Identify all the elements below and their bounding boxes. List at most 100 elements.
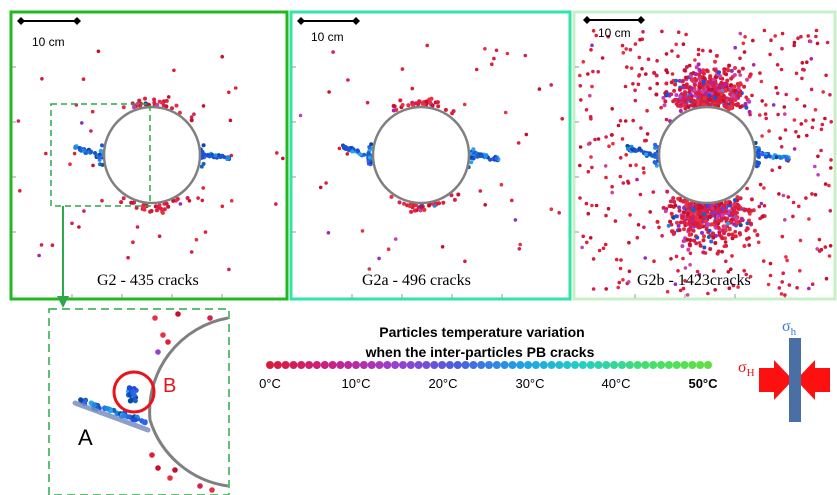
colorbar-swatch (406, 361, 415, 369)
particle (126, 255, 130, 260)
particle (209, 487, 215, 493)
particle (783, 112, 787, 116)
particle (377, 256, 381, 261)
colorbar-swatch (610, 361, 619, 369)
particle (718, 218, 723, 223)
temperature-tick-label: 10°C (341, 376, 370, 391)
particle (653, 145, 658, 150)
particle (717, 233, 722, 237)
particle (104, 405, 110, 412)
particle (696, 62, 701, 67)
particle (638, 37, 642, 42)
particle (805, 133, 809, 138)
particle (175, 311, 181, 317)
particle (400, 103, 405, 107)
particle (192, 112, 196, 116)
label-a: A (78, 425, 93, 450)
particle (488, 157, 493, 162)
particle (744, 272, 748, 277)
particle (578, 145, 583, 149)
particle (407, 204, 412, 209)
particle (720, 207, 725, 211)
particle (189, 118, 194, 123)
particle (767, 129, 771, 133)
particle (745, 221, 750, 226)
sigma-big-label: σH (738, 359, 755, 379)
particle (600, 56, 605, 60)
particle (756, 148, 761, 153)
colorbar-swatch (367, 361, 376, 369)
particle (813, 164, 817, 169)
particle (654, 92, 659, 97)
colorbar-swatch (657, 361, 666, 369)
particle (207, 315, 213, 321)
particle (828, 209, 833, 213)
particle (705, 222, 710, 226)
particle (170, 106, 174, 111)
particle (627, 240, 631, 245)
particle (639, 126, 643, 130)
particle (143, 96, 147, 101)
colorbar-swatch (320, 361, 329, 369)
particle (633, 88, 637, 93)
particle (678, 109, 683, 113)
particle (591, 29, 596, 33)
colorbar-swatch (539, 361, 548, 369)
particle (802, 104, 807, 108)
particle (400, 67, 405, 71)
particle (805, 60, 809, 64)
particle (471, 147, 476, 152)
particle (652, 70, 657, 75)
particle (436, 104, 441, 109)
particle (644, 152, 649, 157)
colorbar-swatch (578, 361, 587, 369)
particle (779, 145, 784, 149)
particle (628, 163, 633, 168)
particle (729, 76, 734, 81)
particle (588, 236, 593, 240)
particle (590, 165, 594, 170)
particle (484, 153, 489, 158)
particle (784, 92, 788, 97)
particle (636, 223, 641, 227)
particle (596, 137, 601, 141)
particle (440, 245, 445, 249)
particle (18, 189, 22, 193)
particle (681, 98, 685, 103)
particle (726, 270, 731, 274)
particle (345, 146, 350, 151)
particle (797, 204, 801, 209)
particle (358, 152, 363, 157)
particle (630, 147, 635, 152)
caption-g2a: G2a - 496 cracks (362, 272, 471, 289)
particle (172, 467, 178, 473)
colorbar-swatch (336, 361, 345, 369)
particle (774, 85, 778, 90)
colorbar-swatch (297, 361, 306, 369)
particle (618, 119, 623, 123)
particle (661, 95, 666, 100)
particle (121, 105, 126, 110)
particle (828, 244, 833, 248)
colorbar-swatch (664, 361, 673, 369)
particle (152, 97, 157, 102)
particle (685, 237, 690, 242)
particle (724, 72, 729, 77)
particles-g2a (298, 43, 564, 271)
particle (780, 155, 785, 159)
scale-bar-g2a: 10 cm (297, 17, 360, 44)
particle (201, 143, 206, 148)
colorbar-swatch (571, 361, 579, 369)
particle (724, 209, 729, 214)
particle (684, 65, 689, 69)
particle (189, 115, 194, 119)
particle (318, 185, 323, 190)
particle (732, 202, 737, 207)
scale-label-g2a: 10 cm (311, 30, 344, 44)
colorbar-swatch (414, 361, 423, 369)
particle (694, 78, 699, 83)
particle (724, 200, 729, 205)
particle (98, 162, 103, 167)
particle (664, 52, 669, 56)
